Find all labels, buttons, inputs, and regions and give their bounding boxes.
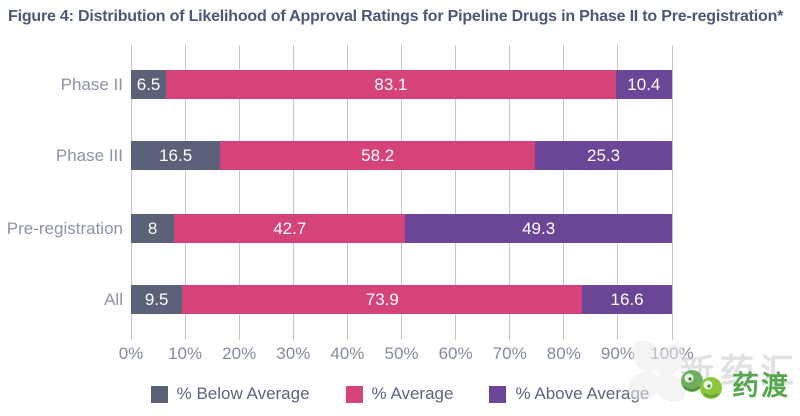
- y-axis-category-labels: Phase II Phase III Pre-registration All: [0, 45, 123, 340]
- bar-value-label: 9.5: [144, 289, 169, 309]
- gridline-90%: [617, 45, 619, 340]
- legend-label: % Average: [371, 384, 454, 403]
- bar-segment: 8: [131, 214, 175, 243]
- bar-segment: 42.7: [174, 214, 406, 243]
- gridline-60%: [455, 45, 457, 340]
- chart-legend: % Below Average % Average % Above Average: [0, 384, 800, 404]
- x-tick-label: 0%: [118, 344, 144, 363]
- bar-value-label: 8: [147, 218, 158, 238]
- bar-value-label: 49.3: [522, 218, 556, 238]
- bar-value-label: 16.5: [159, 145, 193, 165]
- gridline-10%: [184, 45, 186, 340]
- legend-item-above-average: % Above Average: [489, 384, 649, 404]
- legend-label: % Below Average: [176, 384, 310, 403]
- mascot-icons: [681, 369, 722, 399]
- x-tick-label: 90%: [600, 344, 635, 363]
- legend-swatch: [345, 385, 363, 403]
- bar-value-label: 83.1: [374, 74, 408, 94]
- bar-segment: 58.2: [220, 141, 536, 170]
- bar-segment: 16.5: [131, 141, 221, 170]
- x-tick-label: 60%: [438, 344, 473, 363]
- legend-item-average: % Average: [345, 384, 454, 404]
- gridline-70%: [509, 45, 511, 340]
- bar-value-label: 42.7: [273, 218, 307, 238]
- gridline-80%: [563, 45, 565, 340]
- bar-value-label: 6.5: [136, 74, 161, 94]
- x-tick-label: 50%: [384, 344, 419, 363]
- watermark-logo: 药渡: [678, 364, 790, 403]
- bar-segment: 83.1: [166, 70, 616, 99]
- x-tick-label: 30%: [276, 344, 311, 363]
- bar-row-pre-registration: 8 42.7 49.3: [131, 214, 672, 243]
- gridline-50%: [401, 45, 402, 340]
- bar-value-label: 73.9: [365, 289, 399, 309]
- gridline-40%: [346, 45, 348, 340]
- category-label-pre-registration: Pre-registration: [6, 219, 123, 238]
- bar-segment: 6.5: [131, 70, 167, 99]
- bar-segment: 16.6: [582, 285, 672, 314]
- bar-value-label: 25.3: [586, 145, 621, 165]
- bar-segment: 49.3: [405, 214, 672, 243]
- gridline-30%: [292, 45, 294, 340]
- bar-value-label: 16.6: [610, 289, 644, 309]
- bar-segment: 25.3: [535, 141, 672, 170]
- legend-item-below-average: % Below Average: [150, 384, 310, 404]
- bar-segment: 9.5: [131, 285, 183, 314]
- x-tick-label: 10%: [168, 344, 203, 363]
- bar-row-all: 9.5 73.9 16.6: [131, 285, 672, 314]
- category-label-all: All: [104, 290, 123, 309]
- x-axis-tick-labels: 0%10%20%30%40%50%60%70%80%90%100%: [119, 344, 694, 364]
- bar-row-phase-iii: 16.5 58.2 25.3: [131, 141, 672, 170]
- x-tick-label: 40%: [330, 344, 365, 363]
- legend-label: % Above Average: [515, 384, 650, 403]
- plot-area: 6.5 83.1 10.4 16.5 58.2 25.3 8 42.7 49.3 9.5 73.9 1…: [130, 45, 673, 340]
- x-tick-label: 80%: [546, 344, 581, 363]
- legend-swatch: [150, 385, 168, 403]
- x-tick-label: 70%: [492, 344, 527, 363]
- category-label-phase-iii: Phase III: [55, 146, 123, 165]
- bar-segment: 73.9: [182, 285, 583, 314]
- watermark-logo-text: 药渡: [732, 371, 790, 401]
- site-watermark: 新药汇 药渡: [627, 336, 800, 416]
- gridline-0%: [130, 45, 132, 340]
- category-label-phase-ii: Phase II: [60, 75, 123, 94]
- bar-segment: 10.4: [615, 70, 672, 99]
- figure-title: Figure 4: Distribution of Likelihood of …: [8, 8, 784, 25]
- bar-value-label: 58.2: [361, 145, 395, 165]
- bar-row-phase-ii: 6.5 83.1 10.4: [131, 70, 672, 99]
- legend-swatch: [489, 385, 507, 403]
- gridline-100%: [671, 45, 673, 340]
- bar-value-label: 10.4: [627, 74, 661, 94]
- clover-watermark-icon: [627, 340, 687, 403]
- x-tick-label: 20%: [222, 344, 257, 363]
- gridline-20%: [238, 45, 240, 340]
